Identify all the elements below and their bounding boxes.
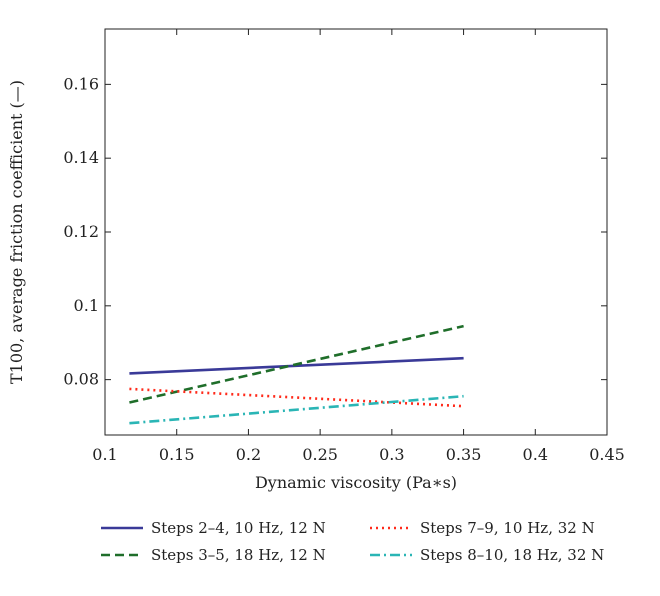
y-tick-label: 0.08: [63, 370, 99, 389]
x-tick-label: 0.35: [446, 445, 482, 464]
series-line-1: [129, 356, 464, 375]
y-axis: 0.08 0.1 0.12 0.14 0.16: [63, 74, 607, 389]
x-tick-label: 0.2: [236, 445, 261, 464]
series-lines: [129, 324, 464, 425]
y-tick-label: 0.1: [74, 296, 99, 315]
x-axis: 0.1 0.15 0.2 0.25 0.3 0.35 0.4 0.45: [92, 29, 625, 464]
legend-label: Steps 3–5, 18 Hz, 12 N: [151, 546, 326, 564]
x-tick-label: 0.1: [92, 445, 117, 464]
legend-label: Steps 7–9, 10 Hz, 32 N: [420, 519, 595, 537]
x-tick-label: 0.4: [523, 445, 548, 464]
x-axis-label: Dynamic viscosity (Pa∗s): [255, 473, 457, 492]
x-tick-label: 0.25: [302, 445, 338, 464]
y-tick-label: 0.12: [63, 222, 99, 241]
series-line-3: [129, 387, 464, 408]
x-tick-label: 0.3: [379, 445, 404, 464]
y-tick-label: 0.16: [63, 74, 99, 93]
legend-label: Steps 8–10, 18 Hz, 32 N: [420, 546, 604, 564]
series-line-4: [129, 394, 464, 425]
y-tick-label: 0.14: [63, 148, 99, 167]
legend-label: Steps 2–4, 10 Hz, 12 N: [151, 519, 326, 537]
x-tick-label: 0.45: [589, 445, 625, 464]
legend: Steps 2–4, 10 Hz, 12 N Steps 3–5, 18 Hz, …: [101, 519, 604, 564]
plot-area: [104, 28, 608, 436]
series-line-2: [129, 324, 464, 404]
x-tick-label: 0.15: [159, 445, 195, 464]
y-axis-label: T100, average friction coefficient (—): [7, 80, 26, 384]
